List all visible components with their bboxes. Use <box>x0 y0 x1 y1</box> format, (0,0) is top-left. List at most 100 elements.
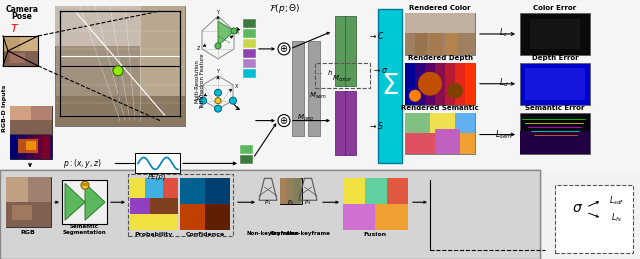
Bar <box>405 13 475 33</box>
Text: Confidence: Confidence <box>186 232 225 237</box>
Bar <box>335 16 346 86</box>
Bar <box>82 183 88 186</box>
Bar <box>0 1 640 170</box>
Text: $\mathit{M}_{geo}$: $\mathit{M}_{geo}$ <box>296 113 314 124</box>
Bar <box>465 63 475 105</box>
Text: $\mathit{M}_{sem}$: $\mathit{M}_{sem}$ <box>309 91 327 101</box>
Text: $L_c$: $L_c$ <box>499 27 509 39</box>
Bar <box>3 51 38 66</box>
Circle shape <box>200 97 207 104</box>
Bar <box>315 63 370 88</box>
Bar <box>55 96 185 126</box>
Bar <box>130 198 150 214</box>
Bar <box>6 177 28 202</box>
Text: Z: Z <box>196 46 200 51</box>
Bar <box>240 146 253 154</box>
Bar <box>292 41 304 135</box>
Text: Camera: Camera <box>6 5 38 13</box>
Bar <box>18 134 26 160</box>
Bar <box>243 59 256 68</box>
Bar <box>520 113 590 154</box>
Bar <box>130 178 178 230</box>
Text: $\to C$: $\to C$ <box>368 31 385 41</box>
Bar <box>62 180 107 224</box>
Text: $L_{sem}$: $L_{sem}$ <box>495 128 513 141</box>
Text: $\oplus$: $\oplus$ <box>280 44 289 54</box>
Text: X: X <box>236 31 240 35</box>
Text: Semantic Error: Semantic Error <box>525 105 585 111</box>
Bar <box>18 139 38 153</box>
Bar <box>10 120 52 134</box>
Bar <box>0 170 540 259</box>
Polygon shape <box>85 183 105 220</box>
Bar <box>387 178 408 204</box>
Circle shape <box>81 181 89 189</box>
Bar <box>128 174 233 236</box>
Circle shape <box>231 28 237 34</box>
Text: $\to S$: $\to S$ <box>368 120 384 131</box>
Bar <box>335 91 346 155</box>
Bar <box>145 178 163 198</box>
Bar <box>378 9 402 163</box>
Text: $\mathit{M}_{color}$: $\mathit{M}_{color}$ <box>332 74 352 84</box>
Bar <box>12 205 32 220</box>
Bar <box>345 91 356 155</box>
Bar <box>31 106 52 120</box>
Bar <box>135 153 180 173</box>
Bar <box>243 19 256 28</box>
Circle shape <box>113 66 123 76</box>
Bar <box>6 202 51 227</box>
Bar <box>520 13 590 55</box>
Bar <box>163 178 178 198</box>
Text: Y: Y <box>216 69 220 74</box>
Text: Non-keyframe: Non-keyframe <box>286 231 330 236</box>
Text: Non-keyframe: Non-keyframe <box>246 231 290 236</box>
Bar <box>3 36 20 51</box>
Bar <box>530 19 580 49</box>
Bar <box>243 49 256 58</box>
Bar <box>415 63 425 105</box>
Bar <box>520 131 590 154</box>
Text: $p:(x,y,z)$: $p:(x,y,z)$ <box>63 157 101 170</box>
Text: $\mathcal{F}(p;\Theta)$: $\mathcal{F}(p;\Theta)$ <box>269 2 301 15</box>
Circle shape <box>418 72 442 96</box>
Bar <box>294 178 301 204</box>
Bar <box>405 13 475 55</box>
Circle shape <box>215 43 221 49</box>
Bar <box>3 36 38 66</box>
Bar <box>180 204 205 230</box>
Bar <box>10 106 52 134</box>
Bar <box>243 39 256 48</box>
Bar <box>343 204 375 230</box>
Bar <box>150 198 178 214</box>
Text: $P_3$: $P_3$ <box>304 198 312 207</box>
Text: Probability: Probability <box>135 232 173 237</box>
Text: Semantic
Segmentation: Semantic Segmentation <box>62 224 106 235</box>
Bar <box>455 113 475 133</box>
Bar <box>435 128 460 154</box>
Bar <box>6 177 51 227</box>
Circle shape <box>214 89 221 96</box>
Bar <box>26 141 36 150</box>
Text: RGB-D Inputs: RGB-D Inputs <box>3 85 8 132</box>
Text: Pose: Pose <box>12 12 33 20</box>
Bar <box>243 69 256 78</box>
Text: Y: Y <box>216 10 220 15</box>
Text: $\to\sigma$: $\to\sigma$ <box>372 66 388 75</box>
Bar <box>140 6 185 96</box>
Text: Fusion: Fusion <box>364 232 387 237</box>
Text: $P_1$: $P_1$ <box>264 198 272 207</box>
Bar <box>55 6 185 126</box>
Text: Rendered Color: Rendered Color <box>409 5 471 11</box>
Bar <box>10 53 25 63</box>
Bar <box>455 63 465 105</box>
Bar <box>308 41 320 135</box>
Bar <box>205 204 230 230</box>
Text: Depth Error: Depth Error <box>532 55 579 61</box>
Circle shape <box>230 97 237 104</box>
Bar <box>42 134 50 160</box>
Bar <box>343 178 365 204</box>
Text: $P_2$: $P_2$ <box>287 198 294 207</box>
Text: PE(p): PE(p) <box>148 173 166 179</box>
Bar <box>243 29 256 38</box>
